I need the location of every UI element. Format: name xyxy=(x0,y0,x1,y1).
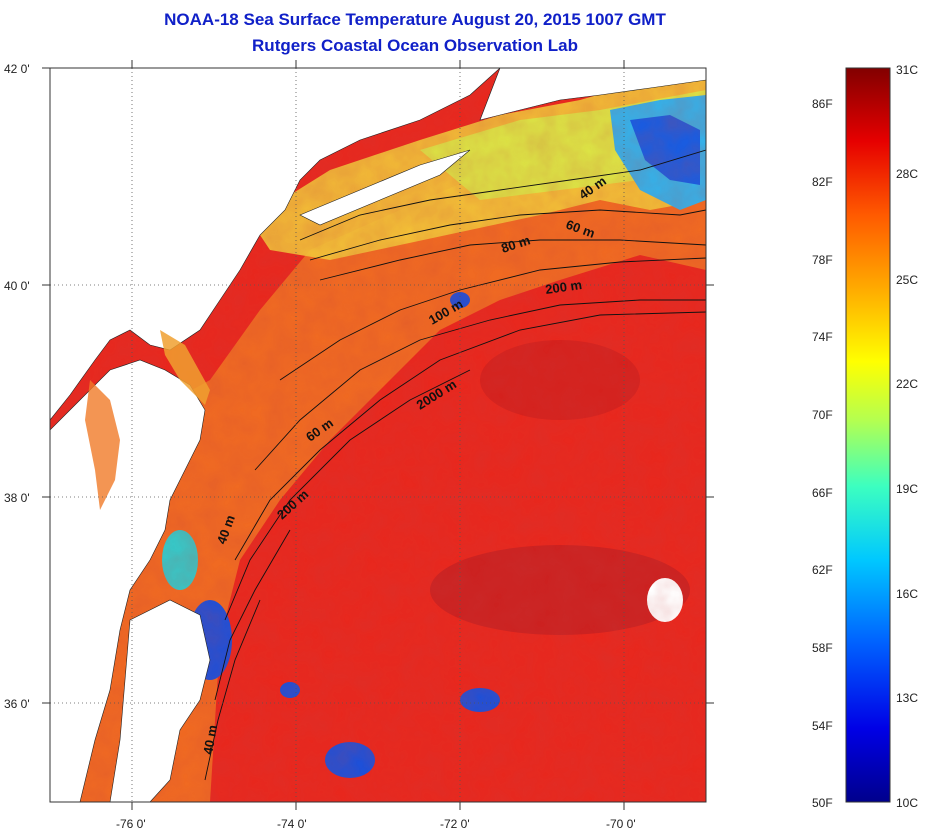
grid-lines xyxy=(50,68,706,802)
axis-ticks xyxy=(42,60,714,810)
f-label: 86F xyxy=(812,97,833,111)
lon-tick-label: -74 0' xyxy=(277,817,307,831)
f-label: 50F xyxy=(812,796,833,810)
lat-tick-label: 38 0' xyxy=(4,491,30,505)
lat-tick-label: 40 0' xyxy=(4,279,30,293)
lon-labels: -76 0' -74 0' -72 0' -70 0' xyxy=(116,817,636,831)
lon-tick-label: -70 0' xyxy=(606,817,636,831)
bathymetry-contours xyxy=(204,149,706,781)
map-subtitle: Rutgers Coastal Ocean Observation Lab xyxy=(252,36,578,55)
c-label: 19C xyxy=(896,482,918,496)
sst-field xyxy=(50,68,706,802)
f-label: 62F xyxy=(812,563,833,577)
c-label: 28C xyxy=(896,167,918,181)
lat-labels: 42 0' 40 0' 38 0' 36 0' xyxy=(4,62,30,711)
c-label: 13C xyxy=(896,691,918,705)
colorbar-fahrenheit-labels: 86F 82F 78F 74F 70F 66F 62F 58F 54F 50F xyxy=(812,97,833,810)
map-title: NOAA-18 Sea Surface Temperature August 2… xyxy=(164,10,666,29)
lon-tick-label: -76 0' xyxy=(116,817,146,831)
f-label: 70F xyxy=(812,408,833,422)
f-label: 54F xyxy=(812,719,833,733)
contour-label: 200 m xyxy=(544,277,583,297)
lon-tick-label: -72 0' xyxy=(440,817,470,831)
colorbar-celsius-labels: 31C 28C 25C 22C 19C 16C 13C 10C xyxy=(896,63,918,810)
f-label: 74F xyxy=(812,330,833,344)
contour-label: 40 m xyxy=(200,724,220,756)
c-label: 25C xyxy=(896,273,918,287)
c-label: 31C xyxy=(896,63,918,77)
lat-tick-label: 36 0' xyxy=(4,697,30,711)
c-label: 10C xyxy=(896,796,918,810)
colorbar-gradient xyxy=(845,67,891,803)
lat-tick-label: 42 0' xyxy=(4,62,30,76)
map-frame xyxy=(49,67,707,803)
f-label: 66F xyxy=(812,486,833,500)
f-label: 78F xyxy=(812,253,833,267)
f-label: 82F xyxy=(812,175,833,189)
f-label: 58F xyxy=(812,641,833,655)
c-label: 22C xyxy=(896,377,918,391)
c-label: 16C xyxy=(896,587,918,601)
